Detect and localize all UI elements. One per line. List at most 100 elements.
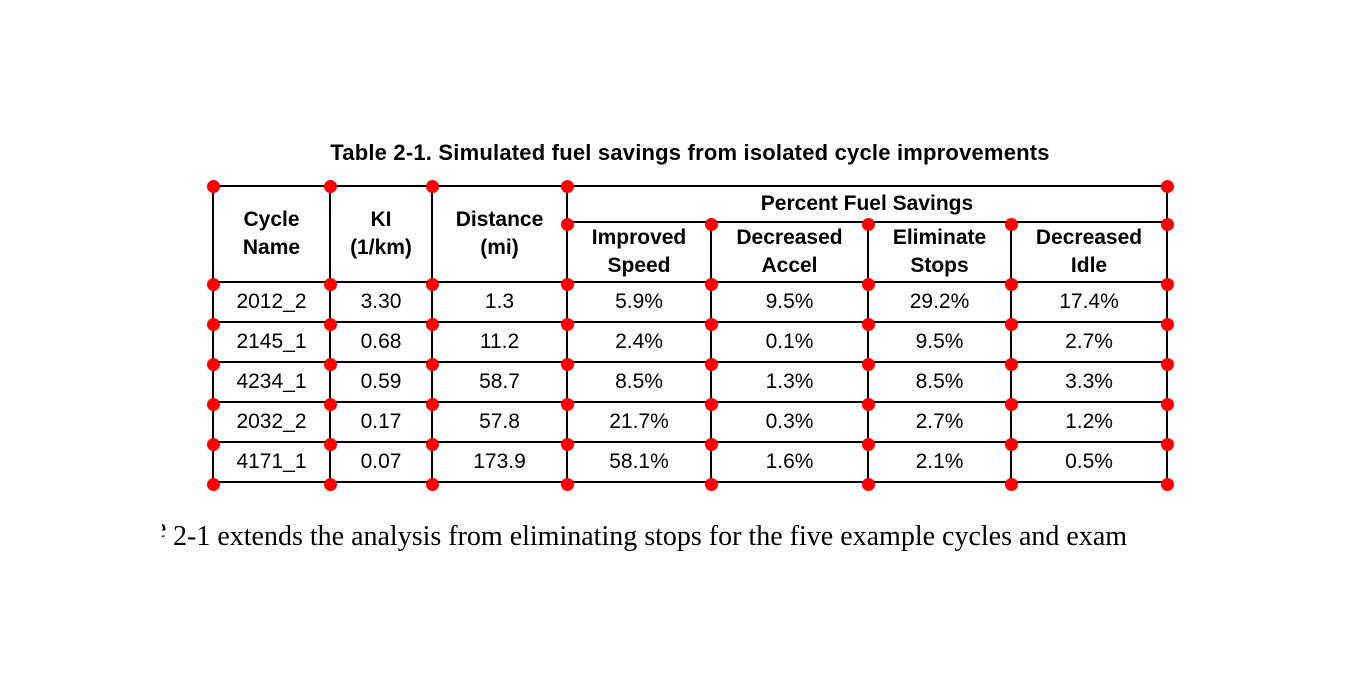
table-cell: 2012_2 <box>212 281 331 323</box>
table-cell: 1.6% <box>710 441 869 483</box>
table-cell: 11.2 <box>431 321 568 363</box>
col-header-percent-fuel-savings: Percent Fuel Savings <box>566 185 1168 223</box>
grid-keypoint-dot <box>206 179 220 193</box>
table-row: 2032_2 0.17 57.8 21.7% 0.3% 2.7% 1.2% <box>212 401 1168 443</box>
table-row: 4234_1 0.59 58.7 8.5% 1.3% 8.5% 3.3% <box>212 361 1168 403</box>
grid-keypoint-dot <box>425 397 439 411</box>
grid-keypoint-dot <box>861 217 875 231</box>
grid-keypoint-dot <box>425 437 439 451</box>
grid-keypoint-dot <box>704 357 718 371</box>
table-cell: 8.5% <box>867 361 1012 403</box>
grid-keypoint-dot <box>861 357 875 371</box>
table-cell: 0.59 <box>329 361 433 403</box>
grid-keypoint-dot <box>704 437 718 451</box>
table-cell: 0.1% <box>710 321 869 363</box>
grid-keypoint-dot <box>861 477 875 491</box>
table-cell: 2.4% <box>566 321 712 363</box>
grid-keypoint-dot <box>1160 277 1174 291</box>
grid-keypoint-dot <box>206 357 220 371</box>
table-row: 2145_1 0.68 11.2 2.4% 0.1% 9.5% 2.7% <box>212 321 1168 363</box>
table-cell: 58.7 <box>431 361 568 403</box>
table-cell: 1.3 <box>431 281 568 323</box>
table-cell: 58.1% <box>566 441 712 483</box>
grid-keypoint-dot <box>704 277 718 291</box>
table-cell: 0.5% <box>1010 441 1168 483</box>
table-cell: 0.17 <box>329 401 433 443</box>
grid-keypoint-dot <box>206 317 220 331</box>
grid-keypoint-dot <box>323 317 337 331</box>
grid-keypoint-dot <box>425 477 439 491</box>
table-cell: 2.7% <box>867 401 1012 443</box>
grid-keypoint-dot <box>704 317 718 331</box>
grid-keypoint-dot <box>425 179 439 193</box>
clipped-char-fragment: e <box>162 513 166 545</box>
table-cell: 0.3% <box>710 401 869 443</box>
grid-keypoint-dot <box>704 397 718 411</box>
table-cell: 8.5% <box>566 361 712 403</box>
table-cell: 0.68 <box>329 321 433 363</box>
col-header-improved-speed: Improved Speed <box>566 221 712 283</box>
table-cell: 29.2% <box>867 281 1012 323</box>
table-cell: 9.5% <box>710 281 869 323</box>
grid-keypoint-dot <box>323 437 337 451</box>
table-cell: 1.3% <box>710 361 869 403</box>
col-header-distance: Distance (mi) <box>431 185 568 283</box>
grid-keypoint-dot <box>1004 277 1018 291</box>
grid-keypoint-dot <box>1160 477 1174 491</box>
grid-keypoint-dot <box>1160 437 1174 451</box>
table-caption: Table 2-1. Simulated fuel savings from i… <box>330 140 1050 165</box>
grid-keypoint-dot <box>1004 437 1018 451</box>
table-cell: 4234_1 <box>212 361 331 403</box>
table-cell: 0.07 <box>329 441 433 483</box>
grid-keypoint-dot <box>1004 217 1018 231</box>
body-text-line: e 2-1 extends the analysis from eliminat… <box>162 513 1127 553</box>
grid-keypoint-dot <box>206 437 220 451</box>
grid-keypoint-dot <box>425 277 439 291</box>
grid-keypoint-dot <box>1160 217 1174 231</box>
body-text: 2-1 extends the analysis from eliminatin… <box>173 521 1128 552</box>
grid-keypoint-dot <box>560 277 574 291</box>
col-header-cycle-name: Cycle Name <box>212 185 331 283</box>
grid-keypoint-dot <box>560 397 574 411</box>
grid-keypoint-dot <box>560 477 574 491</box>
grid-keypoint-dot <box>425 357 439 371</box>
table-cell: 4171_1 <box>212 441 331 483</box>
col-header-decreased-idle: Decreased Idle <box>1010 221 1168 283</box>
table-cell: 2.7% <box>1010 321 1168 363</box>
table-cell: 3.3% <box>1010 361 1168 403</box>
col-header-ki: KI (1/km) <box>329 185 433 283</box>
grid-keypoint-dot <box>1160 317 1174 331</box>
grid-keypoint-dot <box>1004 317 1018 331</box>
grid-keypoint-dot <box>560 437 574 451</box>
grid-keypoint-dot <box>704 217 718 231</box>
grid-keypoint-dot <box>861 397 875 411</box>
grid-keypoint-dot <box>425 317 439 331</box>
grid-keypoint-dot <box>206 277 220 291</box>
grid-keypoint-dot <box>323 179 337 193</box>
grid-keypoint-dot <box>1160 397 1174 411</box>
header-row-sub: Improved Speed Decreased Accel Eliminate… <box>213 221 1168 283</box>
grid-keypoint-dot <box>1160 179 1174 193</box>
grid-keypoint-dot <box>560 357 574 371</box>
table-row: 2012_2 3.30 1.3 5.9% 9.5% 29.2% 17.4% <box>212 281 1168 323</box>
grid-keypoint-dot <box>206 477 220 491</box>
table-cell: 5.9% <box>566 281 712 323</box>
grid-keypoint-dot <box>323 397 337 411</box>
grid-keypoint-dot <box>323 477 337 491</box>
grid-keypoint-dot <box>861 437 875 451</box>
grid-keypoint-dot <box>861 317 875 331</box>
table-cell: 1.2% <box>1010 401 1168 443</box>
grid-keypoint-dot <box>1004 477 1018 491</box>
grid-keypoint-dot <box>560 217 574 231</box>
col-header-eliminate-stops: Eliminate Stops <box>867 221 1012 283</box>
table-cell: 2145_1 <box>212 321 331 363</box>
table-cell: 3.30 <box>329 281 433 323</box>
grid-keypoint-dot <box>1160 357 1174 371</box>
table-cell: 9.5% <box>867 321 1012 363</box>
table-cell: 2032_2 <box>212 401 331 443</box>
col-header-decreased-accel: Decreased Accel <box>710 221 869 283</box>
table-row: 4171_1 0.07 173.9 58.1% 1.6% 2.1% 0.5% <box>212 441 1168 483</box>
header-row-top: Cycle Name KI (1/km) Distance (mi) Perce… <box>212 185 1168 283</box>
grid-keypoint-dot <box>861 277 875 291</box>
grid-keypoint-dot <box>560 317 574 331</box>
